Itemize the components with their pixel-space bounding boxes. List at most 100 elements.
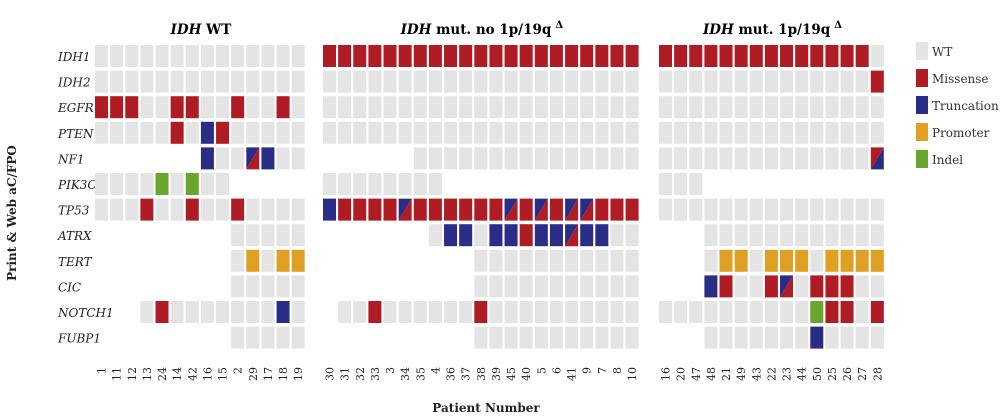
group-title-1: IDH mut. no 1p/19q Δ xyxy=(400,20,564,38)
patient-tick-35-g1: 35 xyxy=(414,367,427,381)
cell-idh1-p16 xyxy=(200,45,214,67)
patient-tick-2-g0: 2 xyxy=(232,367,245,374)
cell-nf1-p19 xyxy=(291,147,305,170)
patient-tick-23-g2: 23 xyxy=(781,367,794,381)
cell-nf1-p28 xyxy=(870,147,884,170)
cell-atrx-p45 xyxy=(504,224,518,247)
patient-tick-49-g2: 49 xyxy=(735,367,748,381)
cell-tp53-p11 xyxy=(110,198,124,221)
cell-idh2-p3 xyxy=(383,70,397,93)
cell-atrx-p36 xyxy=(444,224,458,247)
cell-fubp1-p29 xyxy=(246,326,260,349)
cell-notch1-p7 xyxy=(595,301,609,323)
cell-cic-p2 xyxy=(231,275,245,298)
cell-pik3ca-p20 xyxy=(674,173,688,195)
cell-nf1-p43 xyxy=(749,147,763,170)
cell-pten-p18 xyxy=(276,121,290,144)
cell-fubp1-p19 xyxy=(291,326,305,349)
cell-pten-p7 xyxy=(595,121,609,144)
patient-tick-29-g0: 29 xyxy=(247,367,260,381)
heatmap-cells xyxy=(95,45,884,349)
cell-idh2-p13 xyxy=(140,70,154,93)
cell-tp53-p28 xyxy=(870,198,884,221)
cell-notch1-p47 xyxy=(689,301,703,323)
cell-idh1-p34 xyxy=(398,45,412,67)
cell-idh1-p25 xyxy=(825,45,839,67)
cell-nf1-p50 xyxy=(810,147,824,170)
cell-idh1-p44 xyxy=(795,45,809,67)
cell-tp53-p43 xyxy=(749,198,763,221)
cell-notch1-p34 xyxy=(398,301,412,323)
patient-tick-8-g1: 8 xyxy=(611,367,624,374)
patient-tick-28-g2: 28 xyxy=(871,367,884,381)
cell-idh1-p12 xyxy=(125,45,139,67)
patient-tick-14-g0: 14 xyxy=(171,367,184,381)
cell-fubp1-p2 xyxy=(231,326,245,349)
cell-idh2-p5 xyxy=(534,70,548,93)
patient-tick-20-g2: 20 xyxy=(675,367,688,381)
gene-label-fubp1: FUBP1 xyxy=(57,332,101,346)
cell-tp53-p50 xyxy=(810,198,824,221)
cell-notch1-p44 xyxy=(795,301,809,323)
patient-tick-36-g1: 36 xyxy=(445,367,458,381)
cell-idh1-p14 xyxy=(170,45,184,67)
cell-idh1-p23 xyxy=(780,45,794,67)
group-title-0: IDH WT xyxy=(170,22,232,38)
cell-pik3ca-p14 xyxy=(170,173,184,195)
cell-nf1-p27 xyxy=(855,147,869,170)
cell-pten-p19 xyxy=(291,121,305,144)
cell-cic-p45 xyxy=(504,275,518,298)
cell-nf1-p23 xyxy=(780,147,794,170)
cell-nf1-p47 xyxy=(689,147,703,170)
cell-pik3ca-p16 xyxy=(659,173,672,195)
cell-idh1-p15 xyxy=(216,45,230,67)
cell-egfr-p32 xyxy=(353,96,367,119)
cell-tp53-p3 xyxy=(383,198,397,221)
cell-tp53-p10 xyxy=(625,198,639,221)
cell-atrx-p21 xyxy=(719,224,733,247)
gene-label-nf1: NF1 xyxy=(57,152,84,166)
cell-pten-p43 xyxy=(749,121,763,144)
cell-egfr-p31 xyxy=(338,96,352,119)
cell-pten-p36 xyxy=(444,121,458,144)
cell-atrx-p25 xyxy=(825,224,839,247)
cell-fubp1-p10 xyxy=(625,326,639,349)
cell-idh1-p1 xyxy=(95,45,108,67)
cell-nf1-p48 xyxy=(704,147,718,170)
cell-idh2-p36 xyxy=(444,70,458,93)
patient-tick-22-g2: 22 xyxy=(765,367,778,381)
cell-idh1-p43 xyxy=(749,45,763,67)
cell-fubp1-p26 xyxy=(840,326,854,349)
cell-atrx-p27 xyxy=(855,224,869,247)
cell-egfr-p15 xyxy=(216,96,230,119)
patient-tick-43-g2: 43 xyxy=(750,367,763,381)
cell-atrx-p9 xyxy=(580,224,594,247)
patient-tick-31-g1: 31 xyxy=(339,367,352,381)
cell-pten-p17 xyxy=(261,121,275,144)
cell-idh2-p50 xyxy=(810,70,824,93)
cell-egfr-p16 xyxy=(200,96,214,119)
cell-fubp1-p40 xyxy=(519,326,533,349)
patient-tick-11-g0: 11 xyxy=(111,367,124,381)
cell-cic-p21 xyxy=(719,275,733,298)
cell-cic-p43 xyxy=(749,275,763,298)
legend-swatch-m xyxy=(916,69,928,87)
cell-notch1-p50 xyxy=(810,301,824,323)
cell-idh1-p50 xyxy=(810,45,824,67)
patient-tick-10-g1: 10 xyxy=(626,367,639,381)
gene-label-pik3ca: PIK3CA xyxy=(57,178,106,192)
cell-idh1-p20 xyxy=(674,45,688,67)
cell-nf1-p21 xyxy=(719,147,733,170)
cell-idh1-p42 xyxy=(185,45,199,67)
cell-nf1-p29-upper xyxy=(246,147,260,170)
cell-pik3ca-p30 xyxy=(323,173,336,195)
cell-atrx-p8 xyxy=(610,224,624,247)
legend-label-p: Promoter xyxy=(932,126,990,140)
group-title-italic: IDH xyxy=(170,22,203,38)
cell-egfr-p33 xyxy=(368,96,382,119)
cell-egfr-p35 xyxy=(413,96,427,119)
cell-fubp1-p17 xyxy=(261,326,275,349)
cell-atrx-p2 xyxy=(231,224,245,247)
cell-notch1-p40 xyxy=(519,301,533,323)
cell-nf1-p7 xyxy=(595,147,609,170)
